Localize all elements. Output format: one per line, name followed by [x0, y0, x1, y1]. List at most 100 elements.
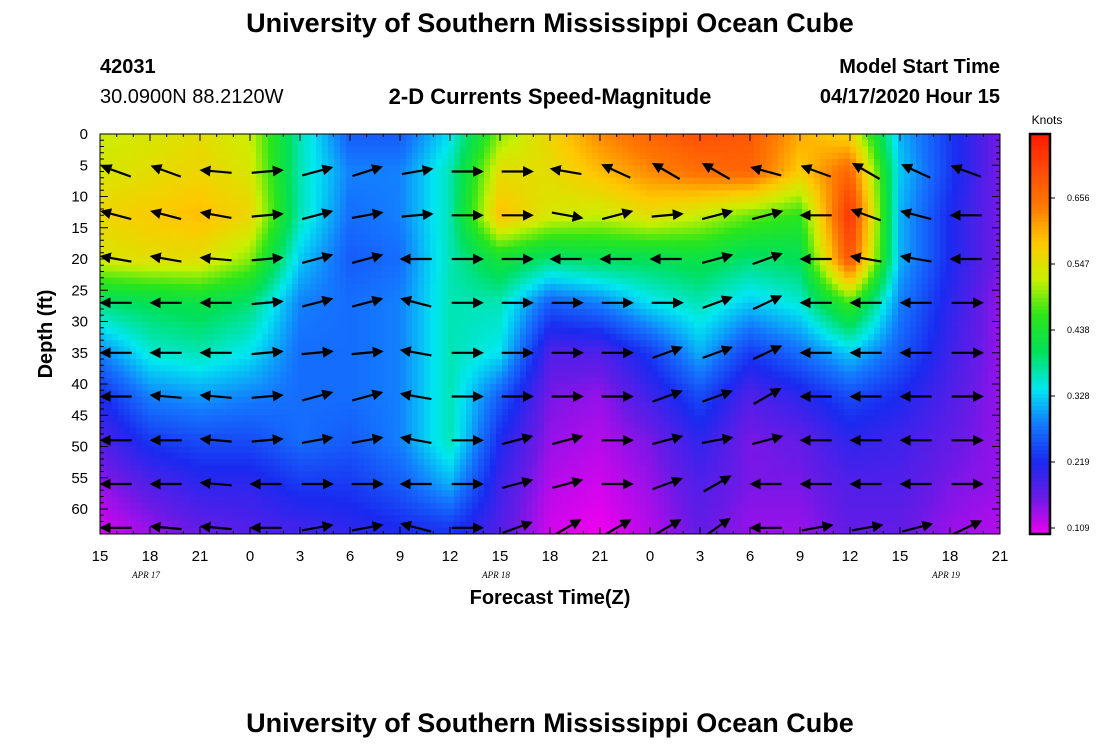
heatmap-cell: [604, 240, 611, 248]
heatmap-cell: [796, 284, 803, 291]
heatmap-cell: [490, 284, 497, 291]
heatmap-cell: [634, 327, 641, 335]
heatmap-cell: [562, 184, 569, 191]
heatmap-cell: [544, 302, 551, 310]
heatmap-cell: [784, 234, 791, 241]
heatmap-cell: [736, 284, 743, 291]
heatmap-cell: [232, 134, 239, 141]
heatmap-cell: [832, 302, 839, 310]
heatmap-cell: [466, 215, 473, 223]
heatmap-cell: [940, 296, 947, 304]
heatmap-cell: [598, 152, 605, 160]
heatmap-cell: [496, 234, 503, 241]
heatmap-cell: [652, 134, 659, 141]
heatmap-cell: [952, 234, 959, 241]
heatmap-cell: [616, 315, 623, 323]
heatmap-cell: [196, 221, 203, 229]
heatmap-cell: [334, 277, 341, 285]
heatmap-cell: [160, 296, 167, 304]
heatmap-cell: [388, 327, 395, 335]
heatmap-cell: [364, 184, 371, 191]
heatmap-cell: [100, 246, 107, 254]
heatmap-cell: [508, 146, 515, 154]
heatmap-cell: [442, 277, 449, 285]
heatmap-cell: [916, 165, 923, 173]
heatmap-cell: [544, 227, 551, 235]
heatmap-cell: [172, 196, 179, 204]
heatmap-cell: [868, 234, 875, 241]
heatmap-cell: [418, 171, 425, 179]
heatmap-cell: [682, 196, 689, 204]
heatmap-cell: [358, 271, 365, 279]
heatmap-cell: [718, 271, 725, 279]
heatmap-cell: [592, 327, 599, 335]
heatmap-cell: [436, 252, 443, 260]
heatmap-cell: [496, 227, 503, 235]
heatmap-cell: [916, 302, 923, 310]
heatmap-cell: [124, 221, 131, 229]
heatmap-cell: [646, 209, 653, 216]
heatmap-cell: [622, 252, 629, 260]
heatmap-cell: [586, 227, 593, 235]
heatmap-cell: [334, 265, 341, 273]
heatmap-cell: [652, 221, 659, 229]
heatmap-cell: [574, 309, 581, 316]
heatmap-cell: [328, 309, 335, 316]
heatmap-cell: [352, 246, 359, 254]
heatmap-cell: [412, 165, 419, 173]
heatmap-cell: [370, 227, 377, 235]
heatmap-cell: [544, 315, 551, 323]
heatmap-cell: [310, 215, 317, 223]
heatmap-cell: [976, 140, 983, 148]
heatmap-cell: [652, 202, 659, 210]
heatmap-cell: [226, 221, 233, 229]
heatmap-cell: [922, 315, 929, 323]
heatmap-cell: [136, 302, 143, 310]
heatmap-cell: [592, 221, 599, 229]
heatmap-cell: [892, 284, 899, 291]
heatmap-cell: [136, 315, 143, 323]
heatmap-cell: [322, 202, 329, 210]
heatmap-cell: [934, 296, 941, 304]
heatmap-cell: [652, 146, 659, 154]
heatmap-cell: [712, 196, 719, 204]
heatmap-cell: [136, 221, 143, 229]
heatmap-cell: [568, 334, 575, 341]
heatmap-cell: [148, 134, 155, 141]
heatmap-cell: [484, 140, 491, 148]
heatmap-cell: [592, 171, 599, 179]
heatmap-cell: [370, 246, 377, 254]
heatmap-cell: [586, 234, 593, 241]
heatmap-cell: [736, 221, 743, 229]
heatmap-cell: [340, 284, 347, 291]
heatmap-cell: [424, 190, 431, 198]
heatmap-cell: [196, 202, 203, 210]
station-coords: 30.0900N 88.2120W: [100, 86, 284, 108]
heatmap-cell: [574, 252, 581, 260]
heatmap-cell: [292, 152, 299, 160]
heatmap-cell: [214, 252, 221, 260]
heatmap-cell: [412, 202, 419, 210]
heatmap-cell: [466, 171, 473, 179]
heatmap-cell: [976, 196, 983, 204]
heatmap-cell: [178, 234, 185, 241]
heatmap-cell: [982, 271, 989, 279]
heatmap-cell: [196, 334, 203, 341]
heatmap-cell: [322, 190, 329, 198]
heatmap-cell: [736, 309, 743, 316]
heatmap-cell: [880, 146, 887, 154]
heatmap-cell: [388, 246, 395, 254]
heatmap-cell: [406, 184, 413, 191]
heatmap-cell: [940, 277, 947, 285]
heatmap-cell: [208, 315, 215, 323]
heatmap-cell: [658, 227, 665, 235]
heatmap-cell: [940, 165, 947, 173]
heatmap-cell: [820, 165, 827, 173]
heatmap-cell: [604, 302, 611, 310]
heatmap-cell: [970, 271, 977, 279]
heatmap-cell: [532, 215, 539, 223]
heatmap-cell: [922, 246, 929, 254]
heatmap-cell: [352, 315, 359, 323]
heatmap-cell: [238, 302, 245, 310]
heatmap-cell: [316, 265, 323, 273]
